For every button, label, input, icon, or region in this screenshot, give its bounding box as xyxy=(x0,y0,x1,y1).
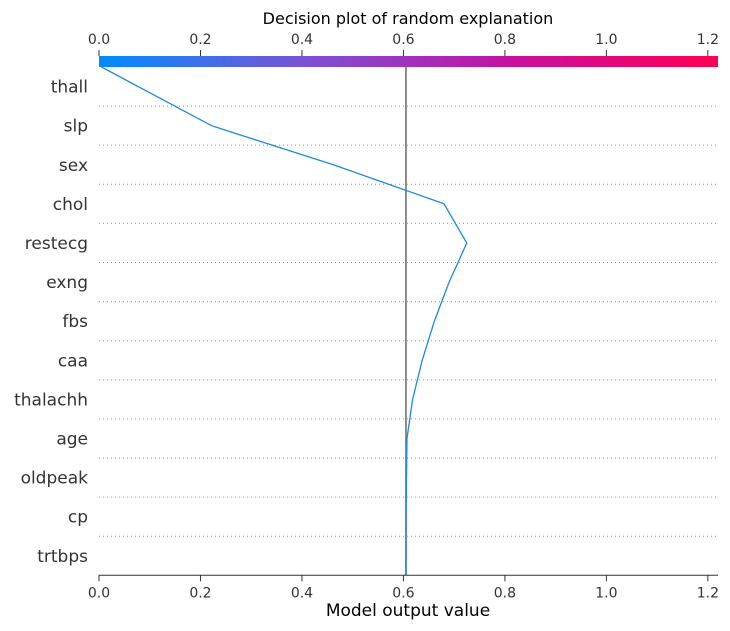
colorbar xyxy=(99,56,718,67)
feature-label-oldpeak: oldpeak xyxy=(21,469,89,489)
x-axis-label: Model output value xyxy=(326,601,490,621)
feature-label-caa: caa xyxy=(58,351,88,371)
bottom-tick-label: 0.2 xyxy=(189,585,211,601)
feature-label-fbs: fbs xyxy=(62,312,88,332)
feature-label-chol: chol xyxy=(53,195,88,215)
bottom-axis: 0.0 0.2 0.4 0.6 0.8 1.0 1.2 xyxy=(88,575,719,601)
bottom-tick-label: 0.0 xyxy=(88,585,110,601)
bottom-tick-label: 0.8 xyxy=(494,585,516,601)
feature-labels: thall slp sex chol restecg exng fbs caa thalachh… xyxy=(14,78,88,567)
decision-path-0 xyxy=(101,66,468,576)
feature-label-thall: thall xyxy=(51,78,88,98)
row-separators xyxy=(99,105,718,537)
chart-title: Decision plot of random explanation xyxy=(263,9,554,28)
bottom-tick-label: 0.4 xyxy=(291,585,313,601)
feature-label-sex: sex xyxy=(59,156,88,176)
top-axis: 0.0 0.2 0.4 0.6 0.8 1.0 1.2 xyxy=(88,32,719,56)
feature-label-cp: cp xyxy=(68,508,88,528)
bottom-tick-label: 1.2 xyxy=(697,585,719,601)
top-tick-label: 1.0 xyxy=(595,32,617,48)
top-tick-label: 0.8 xyxy=(494,32,516,48)
top-tick-label: 0.6 xyxy=(392,32,414,48)
bottom-tick-label: 0.6 xyxy=(392,585,414,601)
feature-label-age: age xyxy=(56,429,88,449)
feature-label-trtbps: trtbps xyxy=(37,547,88,567)
feature-label-restecg: restecg xyxy=(25,234,88,254)
decision-paths xyxy=(101,66,468,576)
feature-label-exng: exng xyxy=(46,273,88,293)
top-tick-label: 1.2 xyxy=(697,32,719,48)
top-tick-label: 0.0 xyxy=(88,32,110,48)
top-tick-label: 0.2 xyxy=(189,32,211,48)
bottom-tick-label: 1.0 xyxy=(595,585,617,601)
feature-label-thalachh: thalachh xyxy=(14,390,88,410)
top-tick-label: 0.4 xyxy=(291,32,313,48)
feature-label-slp: slp xyxy=(64,117,88,137)
